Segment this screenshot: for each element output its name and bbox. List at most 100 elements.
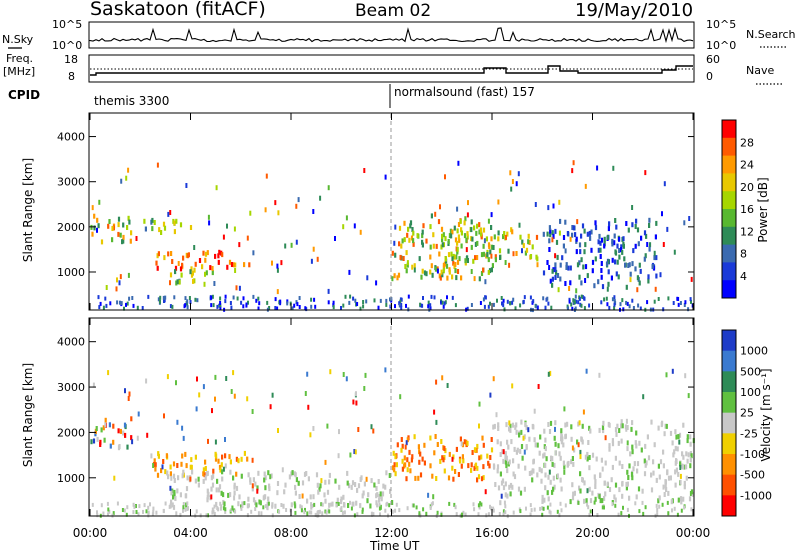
data-cell — [329, 369, 332, 375]
data-cell — [497, 422, 500, 428]
data-cell — [264, 485, 267, 491]
data-cell — [512, 471, 515, 477]
data-cell — [544, 437, 547, 443]
data-cell — [581, 223, 585, 229]
data-cell — [157, 297, 160, 302]
data-cell — [223, 501, 226, 507]
data-cell — [589, 428, 592, 434]
data-cell — [579, 449, 582, 455]
data-cell — [611, 238, 614, 244]
data-cell — [211, 408, 213, 414]
data-cell — [581, 477, 584, 483]
data-cell — [448, 451, 451, 457]
data-cell — [405, 268, 408, 274]
data-cell — [106, 501, 109, 506]
y-tick-label: 1000 — [57, 472, 85, 485]
data-cell — [470, 227, 473, 233]
data-cell — [674, 460, 677, 466]
data-cell — [378, 506, 381, 511]
data-cell — [669, 430, 673, 436]
data-cell — [274, 503, 277, 509]
data-cell — [431, 272, 434, 278]
data-cell — [181, 453, 184, 459]
data-cell — [243, 501, 246, 506]
data-cell — [274, 297, 277, 302]
data-cell — [215, 487, 218, 493]
data-cell — [504, 510, 507, 515]
data-cell — [283, 489, 286, 495]
data-cell — [600, 268, 603, 273]
data-cell — [462, 510, 465, 515]
data-cell — [198, 392, 201, 398]
data-cell — [115, 286, 118, 292]
data-cell — [102, 305, 105, 310]
data-cell — [206, 497, 209, 503]
data-cell — [497, 199, 500, 205]
data-cell — [365, 299, 368, 304]
data-cell — [127, 396, 130, 401]
data-cell — [255, 502, 258, 508]
data-cell — [131, 439, 134, 445]
data-cell — [421, 239, 424, 245]
data-cell — [441, 272, 444, 278]
data-cell — [600, 300, 603, 305]
data-cell — [97, 295, 100, 300]
data-cell — [162, 459, 165, 464]
data-cell — [122, 222, 125, 228]
data-cell — [538, 466, 541, 472]
data-cell — [434, 266, 438, 272]
data-cell — [398, 508, 401, 513]
data-cell — [666, 470, 669, 476]
data-cell — [470, 236, 473, 242]
data-cell — [334, 478, 337, 484]
data-cell — [135, 510, 138, 514]
data-cell — [601, 498, 604, 504]
data-cell — [124, 432, 127, 438]
data-cell — [102, 425, 105, 431]
data-cell — [456, 259, 460, 265]
data-cell — [637, 241, 640, 247]
data-cell — [518, 432, 521, 438]
data-cell — [564, 281, 567, 286]
data-cell — [109, 301, 112, 306]
data-cell — [497, 485, 501, 491]
data-cell — [482, 464, 485, 470]
beam-title: Beam 02 — [355, 1, 431, 21]
data-cell — [249, 210, 252, 216]
data-cell — [180, 461, 183, 467]
data-cell — [217, 253, 220, 259]
data-cell — [480, 476, 484, 482]
data-cell — [590, 247, 593, 253]
data-cell — [562, 460, 565, 466]
data-cell — [352, 399, 355, 405]
data-cell — [583, 249, 586, 255]
data-cell — [580, 257, 583, 263]
data-cell — [625, 300, 628, 305]
data-cell — [407, 226, 410, 232]
data-cell — [206, 250, 209, 256]
data-cell — [641, 488, 644, 494]
data-cell — [563, 469, 566, 475]
data-cell — [581, 423, 584, 429]
data-cell — [622, 236, 625, 242]
data-cell — [429, 303, 432, 308]
data-cell — [466, 306, 469, 311]
data-cell — [506, 493, 509, 499]
data-cell — [221, 476, 224, 482]
noise-panel-frame — [88, 21, 695, 49]
data-cell — [477, 503, 480, 508]
data-cell — [685, 451, 688, 457]
data-cell — [240, 473, 243, 479]
data-cell — [522, 243, 525, 249]
data-cell — [603, 236, 606, 242]
data-cell — [123, 508, 126, 513]
data-cell — [406, 467, 409, 473]
data-cell — [137, 512, 140, 517]
data-cell — [317, 489, 320, 495]
data-cell — [508, 484, 511, 490]
data-cell — [185, 463, 188, 469]
data-cell — [603, 297, 606, 302]
data-cell — [642, 511, 645, 516]
data-cell — [604, 460, 607, 466]
data-cell — [188, 296, 191, 300]
